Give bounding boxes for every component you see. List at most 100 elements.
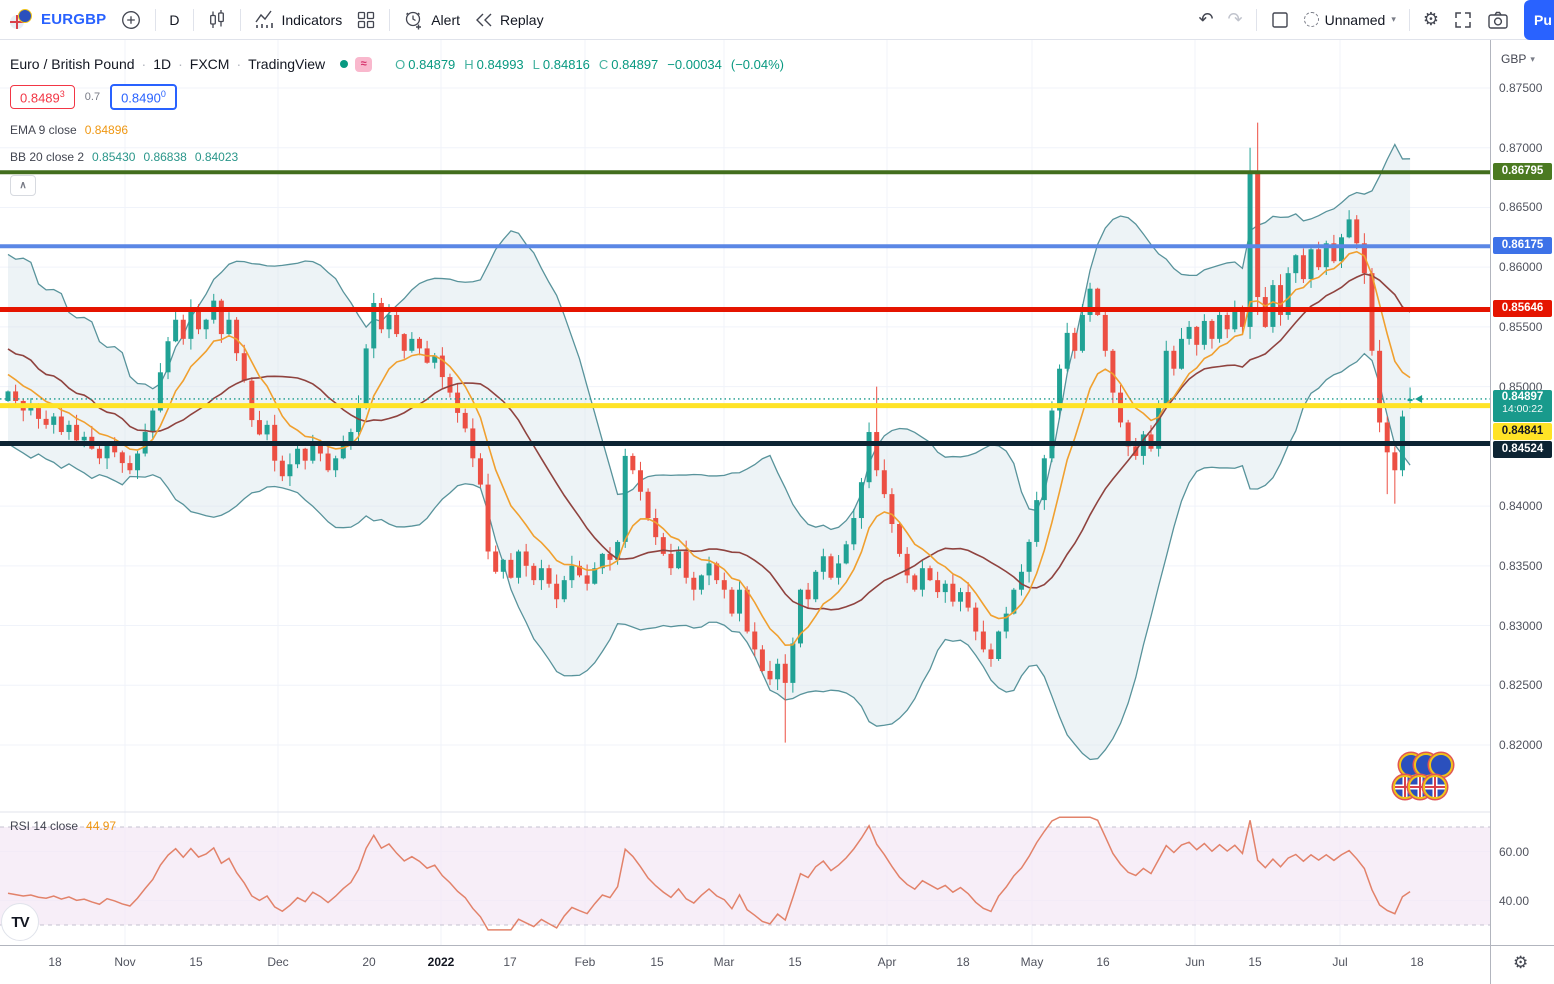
candle (1300, 255, 1306, 280)
candle (218, 300, 224, 335)
candle (1407, 398, 1413, 402)
axis-settings-gear-icon[interactable]: ⚙ (1513, 953, 1529, 972)
eur-flag-icon (18, 8, 32, 23)
redo-button[interactable]: ↷ (1221, 4, 1250, 36)
candle (759, 649, 765, 671)
candle (622, 455, 628, 542)
price-tick-label: 0.87000 (1499, 140, 1543, 155)
collapse-pane-button[interactable]: ∧ (10, 175, 36, 196)
chevron-down-icon: ▾ (1530, 53, 1535, 64)
level-price-label[interactable]: 0.86795 (1493, 163, 1552, 181)
ask-price-button[interactable]: 0.84900 (110, 84, 177, 111)
candle (317, 441, 323, 454)
separator-dot: · (236, 56, 242, 72)
indicators-button[interactable]: Indicators (247, 4, 350, 36)
indicators-icon (254, 10, 273, 28)
replay-button[interactable]: Replay (467, 4, 551, 36)
bb-label: BB 20 close 2 (10, 150, 85, 165)
candle (858, 482, 864, 519)
interval-button[interactable]: D (162, 4, 186, 36)
currency-selector[interactable]: GBP ▾ (1501, 52, 1535, 66)
market-status-dot-icon[interactable] (340, 60, 349, 68)
time-tick-label: Feb (574, 955, 596, 969)
ask-sup: 0 (160, 89, 166, 99)
symbol-button[interactable]: EURGBP (34, 4, 113, 36)
ema-legend-row[interactable]: EMA 9 close 0.84896 (10, 123, 784, 137)
candle (950, 583, 956, 602)
candle (1331, 243, 1337, 262)
candle (1171, 350, 1177, 369)
settings-button[interactable]: ⚙ (1416, 4, 1446, 36)
current-price-label[interactable]: 0.84897 14:00:22 (1493, 389, 1552, 422)
exchange-label[interactable]: FXCM (189, 56, 230, 72)
candle (1224, 314, 1230, 330)
low-label: L (532, 56, 540, 72)
candle (394, 314, 400, 335)
delayed-data-badge-icon[interactable]: ≈ (355, 56, 373, 72)
candle (432, 355, 438, 363)
candle (516, 551, 522, 578)
screenshot-button[interactable] (1480, 4, 1516, 36)
candle (737, 589, 743, 614)
chart-canvas[interactable] (0, 0, 1490, 945)
candle (958, 592, 963, 602)
candle (935, 580, 941, 593)
time-tick-label: 18 (1410, 955, 1424, 969)
layout-button[interactable] (1263, 4, 1297, 36)
interval-label[interactable]: 1D (153, 56, 172, 72)
publish-button[interactable]: Pu (1524, 0, 1554, 40)
candle (592, 568, 598, 584)
save-layout-button[interactable]: Unnamed ▾ (1297, 4, 1403, 36)
fullscreen-button[interactable] (1446, 4, 1480, 36)
bb-legend-row[interactable]: BB 20 close 2 0.85430 0.86838 0.84023 (10, 150, 784, 164)
time-axis[interactable]: ⚙ 18 Nov 15 Dec 20 2022 17 Feb 15 Mar 15 Apr 18 May 16… (0, 945, 1554, 984)
candle (927, 568, 933, 581)
toolbar-separator (1408, 8, 1410, 31)
uk-flag-badge-icon (1423, 775, 1447, 799)
change-percent: (−0.04%) (730, 56, 785, 72)
time-tick-label: Nov (114, 955, 136, 969)
candle (1026, 541, 1032, 572)
candle (554, 583, 560, 600)
level-price-label[interactable]: 0.85646 (1493, 300, 1552, 318)
price-tick-label: 0.82000 (1499, 737, 1543, 752)
level-price-label[interactable]: 0.86175 (1493, 237, 1552, 255)
candle (660, 537, 666, 554)
candle (485, 484, 491, 552)
open-value: 0.84879 (408, 56, 456, 72)
toolbar-separator (389, 8, 391, 31)
candle (127, 463, 133, 471)
candle (942, 583, 948, 593)
candle (996, 631, 1002, 659)
symbol-title[interactable]: Euro / British Pound (10, 56, 135, 72)
add-symbol-button[interactable] (113, 4, 149, 36)
level-price-label[interactable]: 0.84524 (1493, 440, 1552, 458)
symbol-flags-icon (10, 8, 34, 31)
candle (1262, 297, 1268, 327)
candle (279, 460, 285, 477)
candle (683, 551, 689, 578)
undo-button[interactable]: ↶ (1191, 4, 1220, 36)
bid-ask-row: 0.84893 0.7 0.84900 (10, 84, 784, 111)
candle (706, 563, 712, 576)
alert-button[interactable]: Alert (396, 4, 467, 36)
bollinger-upper-band (7, 143, 1411, 531)
ema-label: EMA 9 close (10, 123, 77, 138)
candle (1285, 273, 1291, 315)
tradingview-logo[interactable]: TV (1, 903, 39, 941)
candle (912, 575, 918, 590)
price-scale[interactable]: GBP ▾ 0.87500 0.87000 0.86500 0.86000 0.8550… (1490, 40, 1554, 945)
candle (965, 592, 971, 608)
chart-type-button[interactable] (200, 4, 234, 36)
time-tick-label: 17 (503, 955, 517, 969)
bollinger-fill (8, 144, 1411, 760)
candle (81, 436, 87, 441)
bid-price-button[interactable]: 0.84893 (10, 85, 75, 110)
candle (698, 575, 704, 590)
candle (28, 405, 34, 411)
rsi-legend-row[interactable]: RSI 14 close 44.97 (10, 819, 116, 833)
level-price-label[interactable]: 0.84841 (1493, 422, 1552, 440)
price-tick-label: 0.82500 (1499, 678, 1543, 693)
indicator-templates-button[interactable] (349, 4, 383, 36)
candle (58, 416, 64, 433)
